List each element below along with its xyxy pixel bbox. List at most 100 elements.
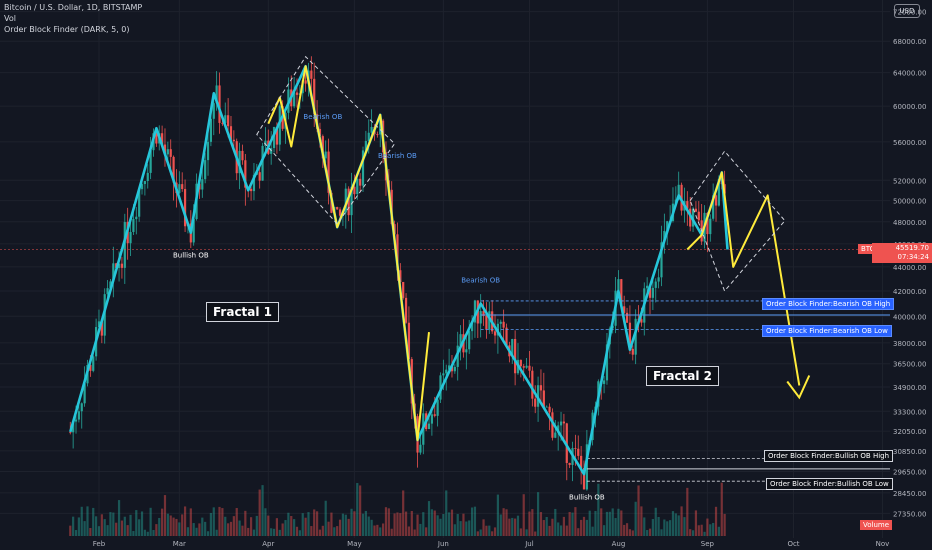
- volume-bar: [86, 506, 89, 536]
- volume-bar: [539, 512, 543, 536]
- volume-bar: [499, 514, 502, 536]
- volume-bar: [241, 525, 244, 536]
- candle-body: [511, 338, 514, 357]
- volume-bar: [143, 529, 146, 536]
- volume-bar: [275, 518, 279, 536]
- volume-bar: [617, 508, 620, 536]
- x-tick-label: Apr: [262, 540, 274, 548]
- volume-bar: [686, 487, 689, 536]
- volume-bar: [135, 510, 138, 536]
- candle-body: [318, 128, 322, 137]
- candle-body: [74, 419, 78, 422]
- volume-bar: [703, 531, 706, 536]
- candle-body: [344, 188, 347, 213]
- volume-bar: [669, 520, 672, 536]
- volume-bar: [436, 515, 439, 536]
- volume-bar: [324, 500, 327, 536]
- candle-body: [697, 211, 700, 221]
- y-tick-label: 30850.00: [893, 448, 926, 456]
- volume-bar: [175, 518, 178, 536]
- volume-bar: [634, 501, 637, 536]
- candle-body: [135, 216, 138, 220]
- volume-bar: [106, 525, 109, 536]
- candle-body: [353, 186, 356, 195]
- candle-body: [117, 263, 121, 268]
- volume-bar: [344, 514, 347, 536]
- volume-bar: [562, 516, 566, 536]
- candle-body: [132, 219, 135, 232]
- candle-body: [364, 140, 367, 151]
- candle-body: [327, 151, 330, 193]
- candle-body: [539, 385, 543, 391]
- candle-body: [559, 421, 563, 426]
- volume-bar: [120, 520, 124, 536]
- volume-bar: [396, 512, 399, 536]
- candle-body: [545, 406, 548, 408]
- volume-bar: [519, 528, 522, 536]
- volume-bar: [628, 529, 632, 536]
- x-tick-label: Jul: [524, 540, 534, 548]
- volume-bar: [295, 526, 299, 536]
- candle-body: [143, 180, 146, 185]
- candle-body: [238, 150, 241, 174]
- symbol-title[interactable]: Bitcoin / U.S. Dollar, 1D, BITSTAMP: [4, 3, 143, 12]
- volume-bar: [508, 518, 511, 536]
- volume-bar: [172, 517, 175, 536]
- candle-body: [433, 414, 436, 416]
- candle-body: [77, 411, 80, 420]
- candle-body: [166, 149, 169, 155]
- volume-bar: [700, 524, 703, 536]
- volume-bar: [115, 522, 118, 536]
- volume-bar: [557, 522, 560, 536]
- price-axis: [890, 0, 932, 550]
- volume-bar: [600, 508, 603, 536]
- volume-bar: [321, 525, 324, 536]
- volume-bar: [195, 527, 198, 536]
- volume-bar: [252, 529, 256, 536]
- volume-bar: [402, 490, 405, 536]
- volume-bar: [473, 506, 477, 536]
- bullish-ob-high-label: Order Block Finder:Bullish OB High: [764, 450, 894, 462]
- volume-bar: [304, 517, 307, 536]
- volume-bar: [522, 494, 525, 536]
- volume-bar: [502, 508, 505, 536]
- volume-bar: [218, 506, 221, 536]
- bearish-ob-marker: Bearish OB: [461, 276, 500, 284]
- candle-body: [585, 444, 588, 490]
- volume-bar: [683, 517, 686, 536]
- candle-body: [525, 365, 528, 368]
- candle-body: [258, 172, 261, 181]
- volume-bar: [456, 514, 459, 536]
- volume-bar: [227, 523, 230, 536]
- volume-bar: [419, 523, 422, 536]
- volume-bar: [129, 514, 132, 536]
- candle-body: [514, 338, 517, 374]
- candle-body: [112, 263, 115, 282]
- vol-indicator[interactable]: Vol: [4, 14, 16, 23]
- candle-body: [554, 432, 557, 438]
- candle-body: [657, 277, 660, 282]
- candle-body: [468, 331, 471, 350]
- x-tick-label: Mar: [173, 540, 186, 548]
- volume-bar: [373, 525, 376, 536]
- candle-body: [577, 448, 580, 456]
- y-tick-label: 56000.00: [893, 139, 926, 147]
- y-tick-label: 28450.00: [893, 490, 926, 498]
- volume-bar: [126, 525, 129, 536]
- order-block-indicator[interactable]: Order Block Finder (DARK, 5, 0): [4, 25, 130, 34]
- candle-body: [264, 140, 267, 146]
- volume-bar: [161, 508, 164, 536]
- volume-bar: [450, 509, 454, 536]
- volume-bar: [367, 516, 370, 536]
- currency-badge[interactable]: USD: [894, 4, 920, 18]
- volume-bar: [680, 506, 683, 536]
- candle-body: [680, 184, 683, 211]
- volume-bar: [663, 519, 666, 536]
- volume-bar: [448, 512, 451, 536]
- candle-body: [100, 321, 103, 336]
- volume-bar: [92, 507, 95, 536]
- candle-body: [218, 85, 221, 123]
- volume-bar: [215, 529, 218, 536]
